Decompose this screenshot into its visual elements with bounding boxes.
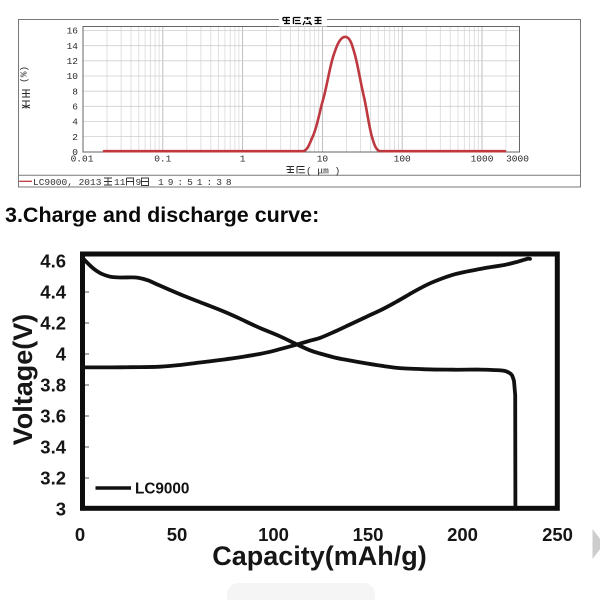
svg-text:1000: 1000 — [471, 154, 494, 165]
svg-text:3.4: 3.4 — [40, 437, 66, 458]
svg-text:3.8: 3.8 — [40, 375, 66, 396]
svg-text:19:51:38: 19:51:38 — [158, 177, 236, 188]
svg-text:Voltage(V): Voltage(V) — [8, 314, 38, 446]
svg-text:( μm ): ( μm ) — [306, 166, 340, 177]
svg-text:LC9000: LC9000 — [135, 481, 189, 498]
svg-text:Capacity(mAh/g): Capacity(mAh/g) — [212, 541, 427, 571]
svg-text:3: 3 — [56, 499, 66, 520]
svg-text:10: 10 — [317, 154, 329, 165]
svg-text:200: 200 — [447, 524, 478, 545]
svg-text:100: 100 — [394, 154, 411, 165]
svg-text:3.6: 3.6 — [40, 406, 66, 427]
svg-text:1: 1 — [240, 154, 246, 165]
svg-text:100: 100 — [258, 524, 289, 545]
svg-text:4: 4 — [56, 344, 67, 365]
svg-text:4.6: 4.6 — [40, 251, 66, 272]
svg-text:150: 150 — [353, 524, 384, 545]
svg-text:4.2: 4.2 — [40, 313, 66, 334]
svg-text:8: 8 — [72, 86, 78, 97]
svg-text:16: 16 — [67, 26, 79, 37]
svg-text:(%): (%) — [19, 66, 30, 83]
svg-text:6: 6 — [72, 102, 78, 113]
svg-text:3.2: 3.2 — [40, 468, 66, 489]
svg-text:14: 14 — [67, 41, 79, 52]
svg-text:0: 0 — [75, 524, 85, 545]
svg-text:11: 11 — [114, 177, 126, 188]
svg-text:LC9000, 2013: LC9000, 2013 — [33, 177, 102, 188]
svg-text:250: 250 — [542, 524, 573, 545]
svg-text:0: 0 — [72, 147, 78, 158]
svg-text:50: 50 — [167, 524, 188, 545]
svg-text:12: 12 — [67, 56, 79, 67]
svg-text:9: 9 — [136, 177, 142, 188]
svg-text:4.4: 4.4 — [40, 282, 66, 303]
svg-text:10: 10 — [67, 71, 79, 82]
svg-text:3.Charge and discharge curve:: 3.Charge and discharge curve: — [5, 203, 319, 227]
svg-text:2: 2 — [72, 132, 78, 143]
svg-text:0.01: 0.01 — [71, 154, 94, 165]
svg-text:3000: 3000 — [506, 154, 529, 165]
svg-text:4: 4 — [72, 117, 78, 128]
svg-text:0.1: 0.1 — [154, 154, 171, 165]
